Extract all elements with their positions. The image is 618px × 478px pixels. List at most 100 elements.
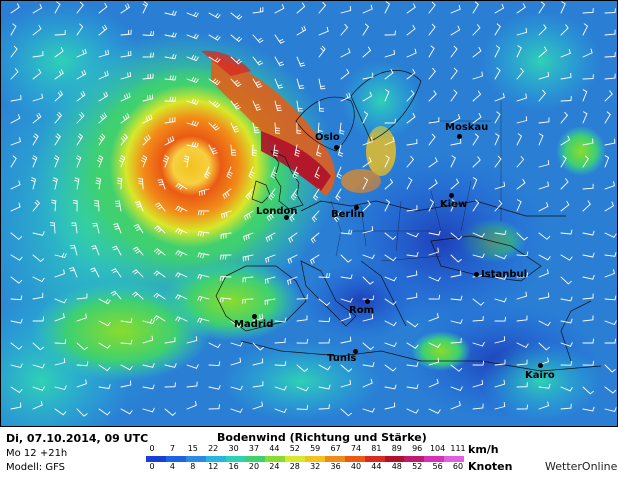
wind-barb-feather xyxy=(312,258,315,264)
wind-barb xyxy=(98,6,108,14)
kmh-tick-label: 7 xyxy=(169,444,175,453)
wind-barb xyxy=(10,48,18,58)
knots-tick-label: 44 xyxy=(371,462,382,471)
wind-barb-feather xyxy=(175,250,179,255)
wind-barb-feather xyxy=(113,225,119,228)
wind-barb xyxy=(10,141,21,146)
wind-barb xyxy=(208,364,220,367)
wind-barb-feather xyxy=(517,133,522,137)
wind-barb-feather xyxy=(20,363,23,369)
wind-barb-feather xyxy=(481,233,485,238)
wind-barb-feather xyxy=(152,407,155,413)
wind-barb-feather xyxy=(364,23,369,28)
knots-tick-label: 36 xyxy=(330,462,341,471)
wind-barb-feather xyxy=(202,231,205,237)
wind-barb xyxy=(494,26,501,36)
wind-barb-feather xyxy=(592,338,595,344)
wind-barb-feather xyxy=(436,378,439,384)
color-scale-step xyxy=(384,456,405,462)
wind-barb-feather xyxy=(583,23,588,27)
legend-title: Bodenwind (Richtung und Stärke) xyxy=(217,431,427,444)
wind-barb-feather xyxy=(276,107,282,109)
wind-barb-feather xyxy=(240,341,243,347)
wind-barb-feather xyxy=(38,68,42,74)
wind-barb xyxy=(296,29,307,36)
wind-barb-feather xyxy=(310,238,314,244)
wind-barbs xyxy=(10,1,617,417)
wind-barb-feather xyxy=(158,181,164,184)
wind-barb xyxy=(186,385,198,388)
wind-barb-feather xyxy=(236,106,241,110)
wind-barb xyxy=(252,34,261,43)
wind-barb-feather xyxy=(569,387,573,392)
wind-barb-feather xyxy=(69,269,75,272)
wind-barb-feather xyxy=(236,322,241,327)
wind-barb xyxy=(406,52,417,58)
wind-barb xyxy=(10,298,22,301)
color-scale-step xyxy=(324,456,345,462)
wind-barb-feather xyxy=(156,204,161,208)
wind-barb-feather xyxy=(315,173,320,177)
wind-barb-feather xyxy=(199,274,203,280)
wind-barb xyxy=(472,179,478,190)
wind-barb-feather xyxy=(143,1,148,5)
kmh-tick-label: 15 xyxy=(187,444,198,453)
knots-unit: Knoten xyxy=(468,460,513,473)
wind-barb-feather xyxy=(172,412,177,416)
wind-barb-feather xyxy=(504,275,507,280)
wind-barb xyxy=(287,254,298,260)
wind-barb-feather xyxy=(236,36,241,41)
knots-tick-label: 52 xyxy=(412,462,423,471)
wind-barb xyxy=(53,222,56,234)
wind-barb xyxy=(76,115,85,124)
wind-barb xyxy=(428,136,436,146)
wind-barb-feather xyxy=(252,149,257,152)
wind-barb xyxy=(560,76,572,80)
wind-barb xyxy=(604,408,616,412)
wind-barb-feather xyxy=(127,3,130,8)
wind-barb-feather xyxy=(547,71,550,77)
wind-barb xyxy=(54,178,58,190)
city-label-oslo: Oslo xyxy=(315,132,340,143)
wind-barb-feather xyxy=(313,196,317,201)
wind-barb xyxy=(428,408,439,414)
wind-barb xyxy=(428,361,440,366)
wind-barb-feather xyxy=(234,130,240,133)
wind-barb-feather xyxy=(413,3,416,8)
wind-barb-feather xyxy=(267,236,271,241)
wind-barb-feather xyxy=(363,111,369,115)
wind-barb xyxy=(98,28,108,36)
wind-barb-feather xyxy=(40,400,43,406)
wind-barb xyxy=(340,232,352,235)
wind-barb-feather xyxy=(451,199,456,203)
wind-barb-feather xyxy=(261,401,263,407)
wind-barb-feather xyxy=(474,133,479,138)
wind-barb-feather xyxy=(197,210,200,216)
wind-barb-feather xyxy=(156,227,161,231)
wind-barb-feather xyxy=(344,23,348,28)
wind-barb-feather xyxy=(195,12,199,18)
wind-barb xyxy=(472,4,479,14)
wind-barb-feather xyxy=(348,48,351,53)
wind-barb-feather xyxy=(245,195,250,200)
wind-barb-feather xyxy=(108,384,111,389)
wind-barb xyxy=(32,342,41,351)
kmh-tick-label: 37 xyxy=(248,444,260,453)
wind-barb-feather xyxy=(102,26,106,31)
wind-barb-feather xyxy=(56,133,61,137)
wind-barb-feather xyxy=(197,274,200,279)
wind-barb-feather xyxy=(472,177,478,181)
city-dot-tunis xyxy=(353,349,358,354)
wind-barb-feather xyxy=(259,39,264,43)
wind-barb-feather xyxy=(175,183,180,188)
wind-barb-feather xyxy=(124,114,128,120)
wind-barb-feather xyxy=(437,247,439,253)
wind-barb xyxy=(208,12,219,19)
color-scale-bar xyxy=(146,456,464,462)
wind-barb-feather xyxy=(314,175,319,179)
wind-barb-feather xyxy=(210,147,216,150)
wind-barb xyxy=(472,159,481,168)
wind-barb-feather xyxy=(284,317,287,323)
wind-barb xyxy=(494,135,500,146)
wind-barb-feather xyxy=(155,272,160,276)
